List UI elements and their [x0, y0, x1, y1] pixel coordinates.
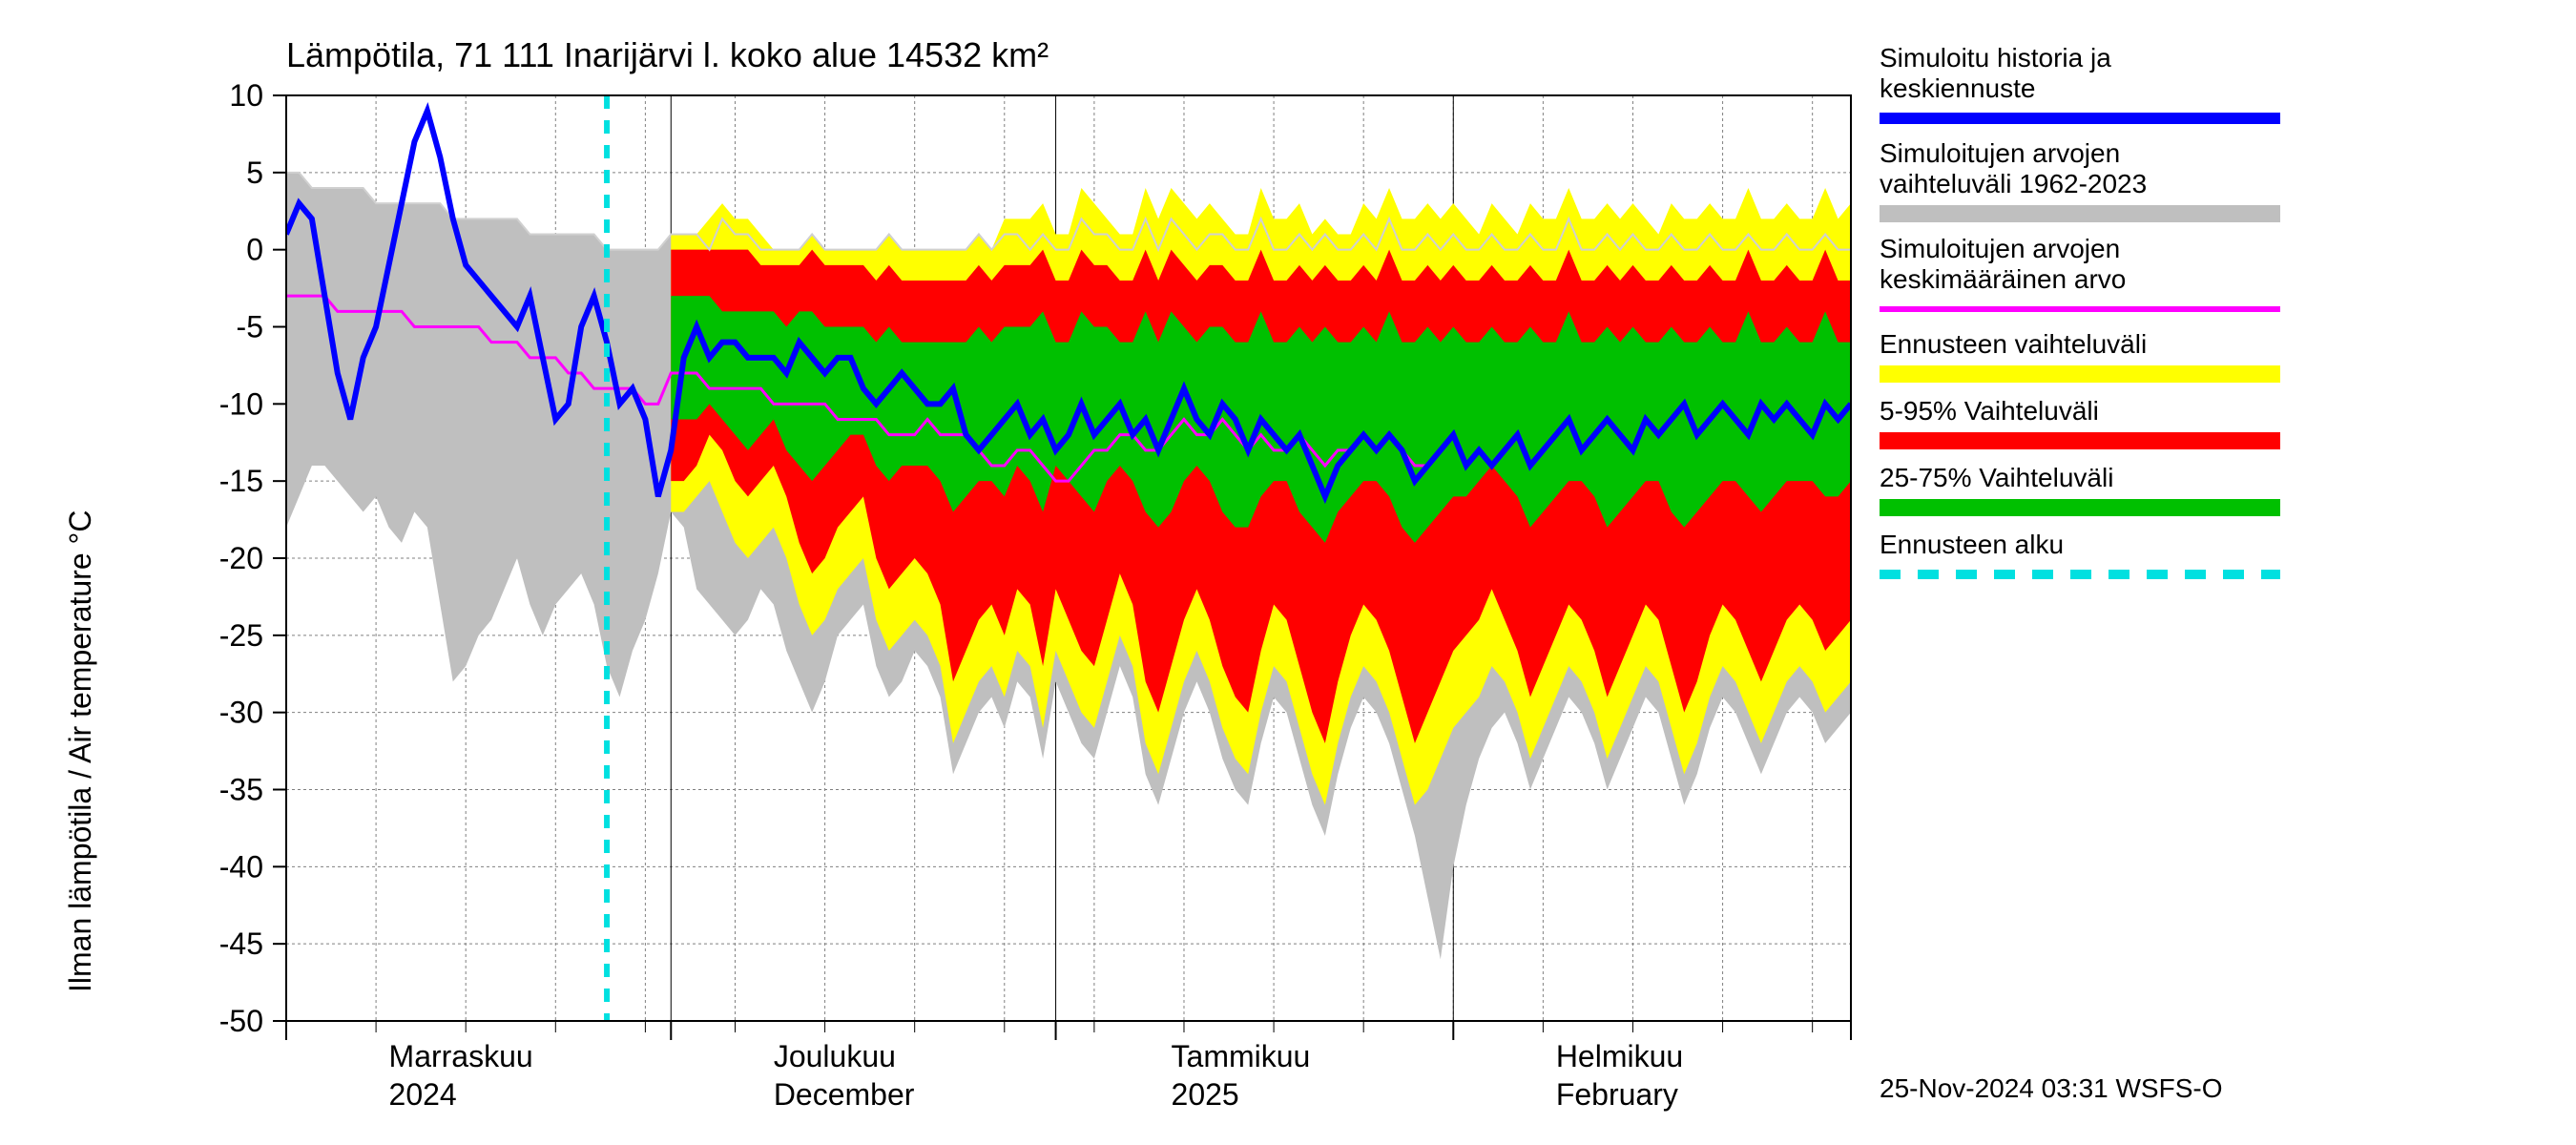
y-tick-label: -10: [219, 386, 263, 421]
legend-label: keskimääräinen arvo: [1880, 264, 2126, 294]
x-month-label: Tammikuu: [1172, 1039, 1311, 1073]
legend-label: Ennusteen alku: [1880, 530, 2064, 559]
y-tick-label: -35: [219, 773, 263, 807]
temperature-forecast-chart: { "chart": { "width_px": 2700, "height_p…: [0, 0, 2576, 1145]
y-tick-label: 10: [229, 78, 263, 113]
y-tick-label: -5: [237, 310, 263, 344]
legend-label: 5-95% Vaihteluväli: [1880, 396, 2099, 426]
legend-label: Simuloitu historia ja: [1880, 43, 2111, 73]
y-tick-label: 5: [246, 156, 263, 190]
legend-swatch: [1880, 432, 2280, 449]
y-tick-label: -50: [219, 1004, 263, 1038]
y-tick-label: -40: [219, 849, 263, 884]
legend-label: vaihteluväli 1962-2023: [1880, 169, 2147, 198]
footer-timestamp: 25-Nov-2024 03:31 WSFS-O: [1880, 1073, 2223, 1103]
x-month-label: Joulukuu: [774, 1039, 896, 1073]
y-tick-label: 0: [246, 233, 263, 267]
chart-svg: 10 5 0 -5 -10 -15 -20 -25 -30 -35 -40 -45 -50 Marrask…: [0, 0, 2576, 1145]
x-month-label: Helmikuu: [1556, 1039, 1683, 1073]
legend-swatch: [1880, 306, 2280, 312]
x-month-sublabel: December: [774, 1077, 915, 1112]
y-tick-label: -25: [219, 618, 263, 653]
legend-label: Simuloitujen arvojen: [1880, 138, 2120, 168]
x-month-label: Marraskuu: [389, 1039, 533, 1073]
legend-swatch: [1880, 365, 2280, 383]
legend-label: Simuloitujen arvojen: [1880, 234, 2120, 263]
y-tick-label: -20: [219, 541, 263, 575]
y-tick-label: -30: [219, 696, 263, 730]
x-month-sublabel: February: [1556, 1077, 1678, 1112]
y-tick-label: -45: [219, 926, 263, 961]
chart-title: Lämpötila, 71 111 Inarijärvi l. koko alu…: [286, 35, 1049, 74]
y-tick-label: -15: [219, 464, 263, 498]
x-month-sublabel: 2025: [1172, 1077, 1239, 1112]
legend-label: Ennusteen vaihteluväli: [1880, 329, 2147, 359]
legend-label: keskiennuste: [1880, 73, 2035, 103]
x-month-sublabel: 2024: [389, 1077, 457, 1112]
legend-swatch: [1880, 113, 2280, 124]
legend-label: 25-75% Vaihteluväli: [1880, 463, 2113, 492]
legend-swatch: [1880, 205, 2280, 222]
legend-swatch: [1880, 499, 2280, 516]
y-axis-label: Ilman lämpötila / Air temperature °C: [63, 510, 97, 992]
